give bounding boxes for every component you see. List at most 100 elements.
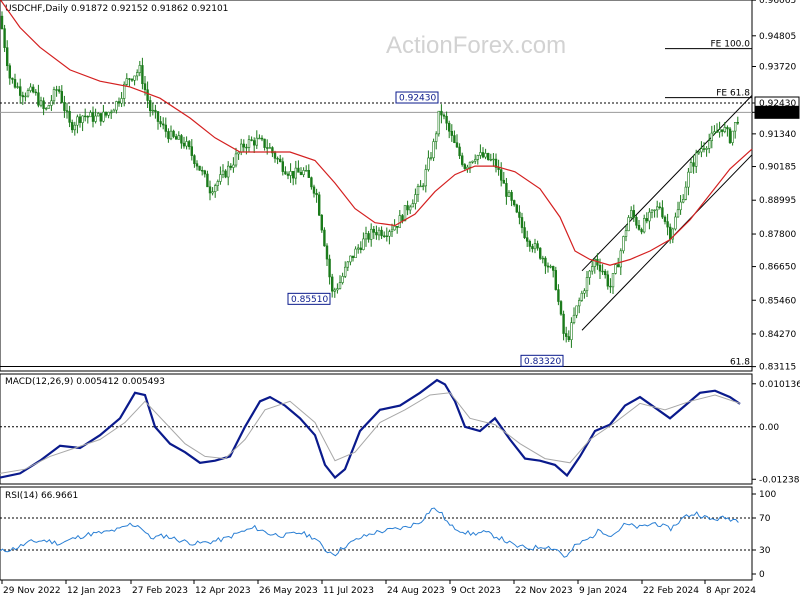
- candlestick: [421, 183, 425, 191]
- price-tick-label: 0.83115: [759, 363, 796, 373]
- candlestick: [294, 160, 297, 185]
- candlestick: [627, 215, 630, 232]
- candlestick: [156, 110, 160, 130]
- candlestick: [663, 215, 667, 225]
- candlestick: [585, 270, 589, 297]
- candlestick: [60, 85, 64, 104]
- rsi-line: [0, 507, 739, 558]
- candlestick: [310, 176, 313, 190]
- candlestick: [681, 194, 685, 204]
- candlestick: [97, 112, 100, 117]
- candlestick: [590, 259, 594, 275]
- date-axis: 29 Nov 2022 12 Jan 2023 27 Feb 2023 12 Apr …: [1, 580, 756, 596]
- date-tick-label: 12 Apr 2023: [195, 586, 251, 596]
- candlestick: [650, 209, 654, 219]
- candlestick: [86, 115, 90, 124]
- candlestick: [149, 96, 152, 117]
- candlestick: [203, 169, 206, 178]
- candlestick: [479, 144, 482, 159]
- candlestick: [359, 241, 362, 254]
- price-tick-label: 0.87800: [759, 230, 796, 240]
- price-panel-title: USDCHF,Daily 0.91872 0.92152 0.91862 0.9…: [5, 4, 228, 14]
- candlestick: [159, 115, 162, 128]
- price-tick-label: 0.86650: [759, 263, 796, 273]
- candlestick: [120, 92, 123, 108]
- candlestick: [575, 305, 578, 319]
- candlestick: [385, 227, 388, 242]
- candlestick: [736, 116, 740, 125]
- candlestick: [362, 232, 365, 251]
- candlestick: [549, 264, 552, 269]
- candlestick: [723, 122, 727, 134]
- candlestick: [39, 96, 43, 108]
- candlestick: [546, 262, 550, 273]
- candlestick: [523, 221, 526, 240]
- candlestick: [372, 225, 375, 240]
- candlestick: [700, 141, 703, 158]
- candlestick: [81, 115, 84, 132]
- candlestick: [63, 95, 66, 118]
- candlestick: [177, 131, 180, 140]
- macd-panel: MACD(12,26,9) 0.005412 0.005493 0.010136…: [0, 373, 800, 485]
- candlestick: [208, 180, 212, 201]
- candlestick: [107, 111, 110, 119]
- candlestick: [458, 143, 461, 159]
- candlestick: [169, 125, 173, 141]
- candlestick: [510, 189, 513, 207]
- candlestick: [635, 215, 638, 229]
- level-label: FE 100.0: [711, 40, 751, 50]
- candlestick: [162, 117, 165, 130]
- candlestick: [232, 157, 235, 173]
- watermark: ActionForex.com: [386, 32, 566, 59]
- candlestick: [13, 73, 17, 89]
- candlestick: [5, 40, 9, 71]
- candlestick: [284, 166, 287, 175]
- candlestick: [260, 135, 264, 142]
- candlestick: [577, 297, 581, 314]
- candlestick: [255, 130, 258, 149]
- candlestick: [175, 133, 178, 140]
- candlestick: [460, 152, 464, 167]
- candlestick: [304, 165, 308, 172]
- candlestick: [351, 255, 355, 262]
- candlestick: [713, 125, 716, 136]
- macd-signal-line: [0, 392, 741, 474]
- macd-tick-label: -0.012383: [759, 475, 800, 485]
- candlestick: [720, 129, 724, 137]
- candlestick: [544, 256, 547, 274]
- candlestick: [336, 283, 339, 294]
- candlestick: [471, 160, 474, 164]
- candlestick: [551, 265, 555, 278]
- candlestick: [674, 212, 677, 231]
- candlestick: [219, 166, 222, 185]
- candlestick: [611, 273, 615, 294]
- candlestick: [476, 154, 479, 165]
- candlestick: [463, 163, 466, 170]
- candlestick: [515, 203, 519, 214]
- candlestick: [89, 110, 92, 118]
- candlestick: [297, 160, 300, 173]
- candlestick: [356, 244, 360, 254]
- candlestick: [26, 88, 30, 98]
- candlestick: [484, 148, 487, 160]
- candlestick: [68, 105, 71, 128]
- candlestick: [211, 187, 214, 196]
- candlestick: [689, 159, 693, 173]
- candlestick: [632, 204, 636, 222]
- candlestick: [299, 167, 303, 176]
- candlestick: [263, 138, 266, 151]
- candlestick: [564, 326, 568, 343]
- candlestick: [71, 119, 74, 133]
- rsi-panel-frame: [0, 486, 753, 581]
- candlestick: [492, 153, 495, 167]
- price-annotation-box: [287, 292, 331, 305]
- candlestick: [707, 133, 711, 154]
- candlestick: [583, 288, 586, 299]
- candlestick: [253, 137, 256, 153]
- candlestick: [388, 229, 391, 245]
- candlestick: [705, 146, 708, 157]
- candlestick: [44, 107, 48, 111]
- candlestick: [440, 104, 443, 124]
- candlestick: [731, 130, 734, 146]
- candlestick: [138, 60, 141, 77]
